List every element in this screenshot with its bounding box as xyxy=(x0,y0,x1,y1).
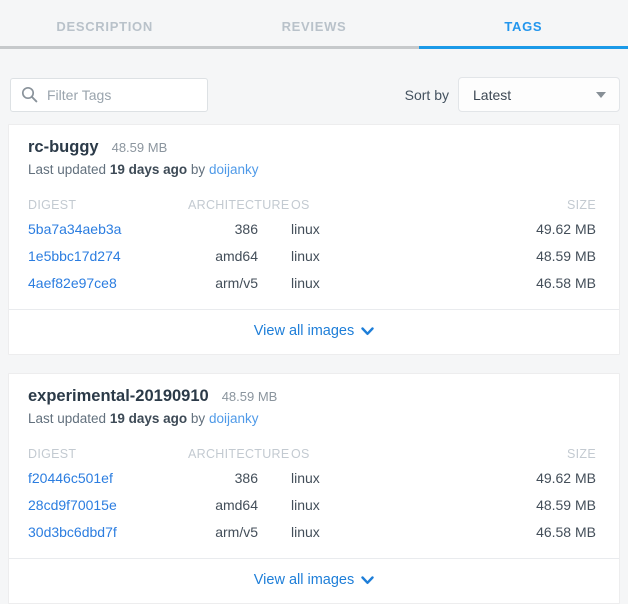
tag-name: experimental-20190910 xyxy=(28,387,209,405)
sort-controls: Sort by Latest xyxy=(405,77,620,112)
view-all-images-link[interactable]: View all images xyxy=(254,323,374,339)
tab-reviews[interactable]: REVIEWS xyxy=(209,0,419,49)
tag-name: rc-buggy xyxy=(28,138,99,156)
tab-tags[interactable]: TAGS xyxy=(418,0,628,49)
chevron-down-icon xyxy=(361,575,374,584)
table-row: 28cd9f70015e amd64 linux 48.59 MB xyxy=(28,496,596,513)
last-updated-line: Last updated 19 days ago by doijanky xyxy=(28,411,259,426)
tag-size: 48.59 MB xyxy=(221,389,278,404)
updated-time: 19 days ago xyxy=(109,411,188,426)
sort-select[interactable]: Latest xyxy=(458,77,620,112)
tab-description[interactable]: DESCRIPTION xyxy=(0,0,210,49)
caret-down-icon xyxy=(596,91,606,98)
digest-link[interactable]: 28cd9f70015e xyxy=(28,496,117,513)
user-link[interactable]: doijanky xyxy=(208,411,259,426)
table-header-row: DIGEST ARCHITECTURE OS SIZE xyxy=(28,446,596,461)
last-updated-line: Last updated 19 days ago by doijanky xyxy=(28,162,259,177)
digest-link[interactable]: f20446c501ef xyxy=(28,469,113,486)
search-icon xyxy=(21,86,38,103)
table-row: f20446c501ef 386 linux 49.62 MB xyxy=(28,469,596,486)
tag-card: rc-buggy 48.59 MB Last updated 19 days a… xyxy=(8,124,620,355)
user-link[interactable]: doijanky xyxy=(208,162,259,177)
sort-by-label: Sort by xyxy=(404,86,449,103)
filter-tags-box xyxy=(10,77,208,112)
sort-select-value: Latest xyxy=(473,86,512,103)
table-header-row: DIGEST ARCHITECTURE OS SIZE xyxy=(28,197,596,212)
chevron-down-icon xyxy=(361,326,374,335)
table-row: 5ba7a34aeb3a 386 linux 49.62 MB xyxy=(28,220,596,237)
digest-link[interactable]: 1e5bbc17d274 xyxy=(28,247,121,264)
updated-time: 19 days ago xyxy=(109,162,188,177)
view-all-images-link[interactable]: View all images xyxy=(254,572,374,588)
digest-link[interactable]: 30d3bc6dbd7f xyxy=(28,523,117,540)
tab-bar: DESCRIPTION REVIEWS TAGS xyxy=(0,0,628,49)
tag-card: experimental-20190910 48.59 MB Last upda… xyxy=(8,373,620,604)
images-table: DIGEST ARCHITECTURE OS SIZE f20446c501ef… xyxy=(28,443,596,545)
table-row: 1e5bbc17d274 amd64 linux 48.59 MB xyxy=(28,247,596,264)
digest-link[interactable]: 5ba7a34aeb3a xyxy=(28,220,122,237)
tag-size: 48.59 MB xyxy=(111,140,168,155)
images-table: DIGEST ARCHITECTURE OS SIZE 5ba7a34aeb3a… xyxy=(28,194,596,296)
filter-tags-input[interactable] xyxy=(47,86,197,103)
toolbar: Sort by Latest xyxy=(10,77,620,112)
table-row: 30d3bc6dbd7f arm/v5 linux 46.58 MB xyxy=(28,523,596,540)
table-row: 4aef82e97ce8 arm/v5 linux 46.58 MB xyxy=(28,274,596,291)
digest-link[interactable]: 4aef82e97ce8 xyxy=(28,274,117,291)
